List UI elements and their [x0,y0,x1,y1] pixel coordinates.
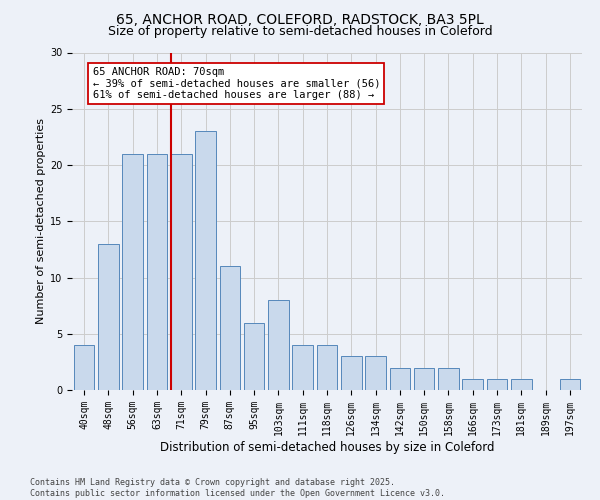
Bar [463,379,483,390]
Text: Size of property relative to semi-detached houses in Coleford: Size of property relative to semi-detach… [107,25,493,38]
Bar [171,154,191,390]
Bar [341,356,362,390]
Bar [220,266,240,390]
Bar [292,345,313,390]
X-axis label: Distribution of semi-detached houses by size in Coleford: Distribution of semi-detached houses by … [160,440,494,454]
Bar [146,154,167,390]
Bar [244,322,265,390]
Bar [98,244,119,390]
Bar [414,368,434,390]
Text: Contains HM Land Registry data © Crown copyright and database right 2025.
Contai: Contains HM Land Registry data © Crown c… [30,478,445,498]
Bar [511,379,532,390]
Text: 65 ANCHOR ROAD: 70sqm
← 39% of semi-detached houses are smaller (56)
61% of semi: 65 ANCHOR ROAD: 70sqm ← 39% of semi-deta… [92,67,380,100]
Bar [560,379,580,390]
Bar [122,154,143,390]
Bar [365,356,386,390]
Bar [74,345,94,390]
Y-axis label: Number of semi-detached properties: Number of semi-detached properties [35,118,46,324]
Bar [438,368,459,390]
Bar [487,379,508,390]
Text: 65, ANCHOR ROAD, COLEFORD, RADSTOCK, BA3 5PL: 65, ANCHOR ROAD, COLEFORD, RADSTOCK, BA3… [116,12,484,26]
Bar [268,300,289,390]
Bar [317,345,337,390]
Bar [389,368,410,390]
Bar [195,131,216,390]
